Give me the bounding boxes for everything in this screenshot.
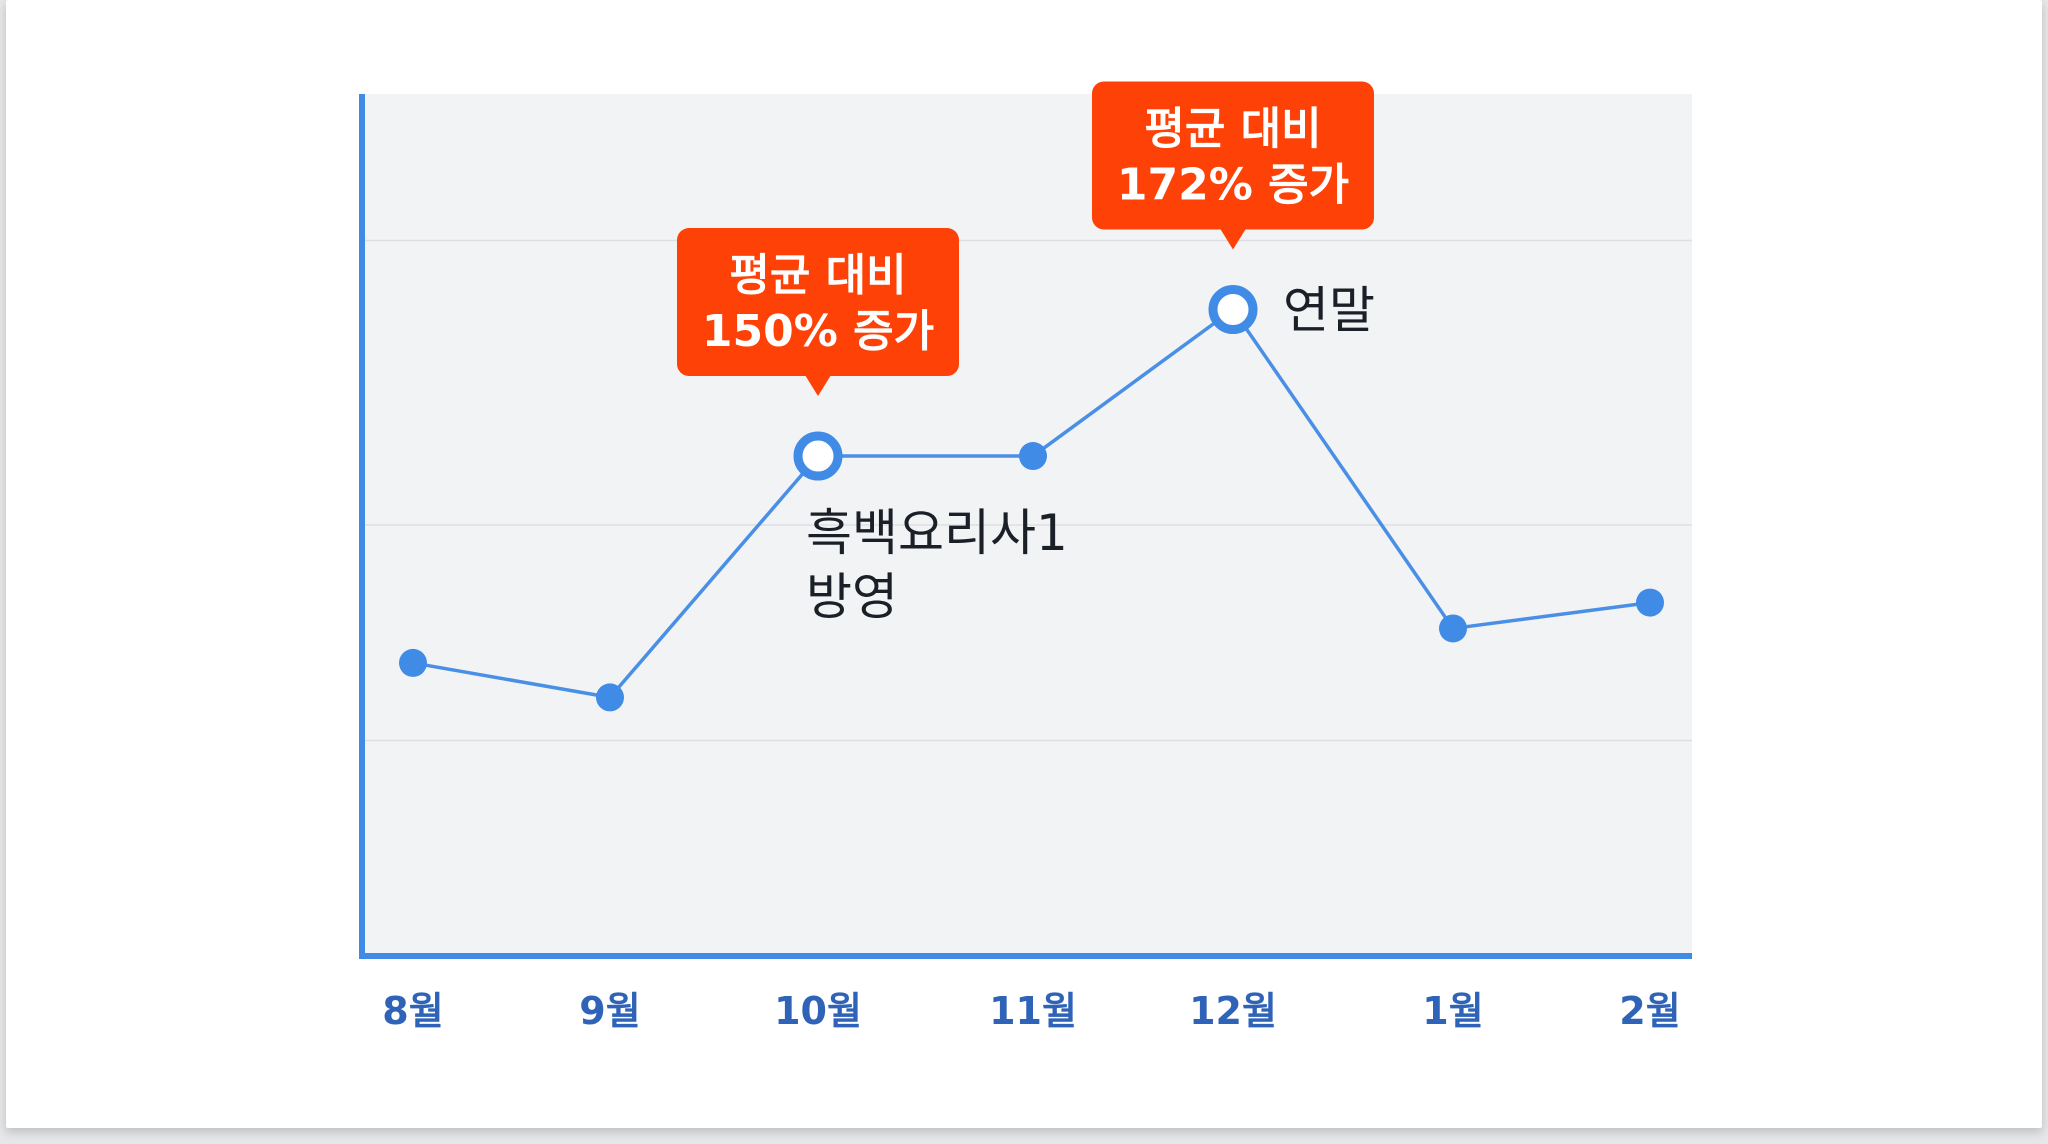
x-tick-label: 1월	[1422, 989, 1483, 1033]
data-point	[596, 683, 624, 712]
x-axis-labels: 8월 9월 10월 11월 12월 1월 2월	[382, 989, 1680, 1033]
callout-text: 평균 대비	[729, 250, 906, 301]
annotation-note: 연말	[1283, 282, 1375, 340]
callout-box	[677, 228, 959, 377]
annotation-note: 흑백요리사1	[806, 504, 1068, 562]
callout-box	[1092, 81, 1374, 230]
grid-lines	[362, 239, 1692, 742]
callout-text: 150% 증가	[702, 306, 934, 357]
axes	[359, 94, 1692, 959]
data-point	[1439, 614, 1467, 643]
annotation-note: 방영	[806, 568, 898, 626]
x-tick-label: 8월	[382, 989, 443, 1033]
data-point	[1019, 442, 1047, 471]
data-point	[399, 648, 427, 677]
highlight-point	[793, 431, 843, 481]
data-point	[1636, 588, 1664, 617]
x-tick-label: 12월	[1189, 989, 1277, 1033]
x-tick-label: 10월	[774, 989, 862, 1033]
callout-text: 평균 대비	[1144, 104, 1321, 155]
x-tick-label: 9월	[579, 989, 640, 1033]
callout-pointer	[805, 375, 831, 397]
callout-pointer	[1220, 228, 1246, 250]
callout-text: 172% 증가	[1117, 160, 1349, 211]
data-points	[399, 285, 1664, 712]
chart-card: 8월 9월 10월 11월 12월 1월 2월 평균 대비 150% 증가 흑백요리사1 방영 평균…	[6, 0, 2042, 1128]
x-tick-label: 11월	[989, 989, 1077, 1033]
x-tick-label: 2월	[1619, 989, 1680, 1033]
highlight-point	[1208, 285, 1258, 334]
